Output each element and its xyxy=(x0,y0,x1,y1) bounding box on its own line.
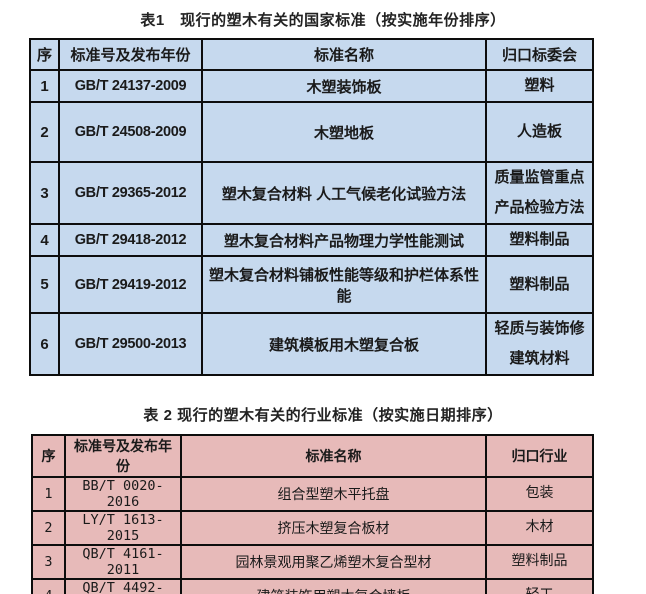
standard-name-cell: 建筑装饰用塑木复合墙板 xyxy=(180,578,487,594)
standard-name-cell: 塑木复合材料 人工气候老化试验方法 xyxy=(201,161,487,225)
committee-cell: 塑料制品 xyxy=(485,223,594,257)
table1-row: 6 GB/T 29500-2013 建筑模板用木塑复合板 轻质与装饰修 建筑材料 xyxy=(29,312,594,376)
table1-row: 2 GB/T 24508-2009 木塑地板 人造板 xyxy=(29,101,594,163)
seq-cell: 3 xyxy=(29,161,60,225)
table1-row: 5 GB/T 29419-2012 塑木复合材料铺板性能等级和护栏体系性能 塑料… xyxy=(29,255,594,314)
standard-code-cell: QB/T 4161-2011 xyxy=(64,544,182,580)
table2-col-header-industry: 归口行业 xyxy=(485,434,594,478)
committee-cell: 塑料制品 xyxy=(485,255,594,314)
table2-row: 4 QB/T 4492-2013 建筑装饰用塑木复合墙板 轻工 xyxy=(31,578,594,594)
table2-row: 3 QB/T 4161-2011 园林景观用聚乙烯塑木复合型材 塑料制品 xyxy=(31,544,594,580)
table1-row: 4 GB/T 29418-2012 塑木复合材料产品物理力学性能测试 塑料制品 xyxy=(29,223,594,257)
table2-row: 2 LY/T 1613-2015 挤压木塑复合板材 木材 xyxy=(31,510,594,546)
standard-name-cell: 园林景观用聚乙烯塑木复合型材 xyxy=(180,544,487,580)
table2-row: 1 BB/T 0020-2016 组合型塑木平托盘 包装 xyxy=(31,476,594,512)
seq-cell: 1 xyxy=(31,476,66,512)
industry-cell: 包装 xyxy=(485,476,594,512)
standard-code-cell: GB/T 29418-2012 xyxy=(58,223,203,257)
standard-code-cell: QB/T 4492-2013 xyxy=(64,578,182,594)
seq-cell: 4 xyxy=(29,223,60,257)
seq-cell: 6 xyxy=(29,312,60,376)
table2-col-header-seq: 序 xyxy=(31,434,66,478)
standard-name-cell: 塑木复合材料铺板性能等级和护栏体系性能 xyxy=(201,255,487,314)
standard-name-cell: 塑木复合材料产品物理力学性能测试 xyxy=(201,223,487,257)
standard-name-cell: 挤压木塑复合板材 xyxy=(180,510,487,546)
committee-cell: 人造板 xyxy=(485,101,594,163)
table1-col-header-committee: 归口标委会 xyxy=(485,38,594,71)
table2-header-row: 序 标准号及发布年份 标准名称 归口行业 xyxy=(31,434,594,478)
committee-cell: 质量监管重点 产品检验方法 xyxy=(485,161,594,225)
committee-cell: 轻质与装饰修 建筑材料 xyxy=(485,312,594,376)
table1-row: 3 GB/T 29365-2012 塑木复合材料 人工气候老化试验方法 质量监管… xyxy=(29,161,594,225)
table1-header-row: 序 标准号及发布年份 标准名称 归口标委会 xyxy=(29,38,594,71)
table2-title: 表 2 现行的塑木有关的行业标准（按实施日期排序） xyxy=(143,407,503,424)
standard-code-cell: GB/T 24508-2009 xyxy=(58,101,203,163)
standard-code-cell: BB/T 0020-2016 xyxy=(64,476,182,512)
industry-cell: 轻工 xyxy=(485,578,594,594)
table1-title: 表1 现行的塑木有关的国家标准（按实施年份排序） xyxy=(140,12,506,29)
industry-cell: 木材 xyxy=(485,510,594,546)
table2-col-header-code: 标准号及发布年份 xyxy=(64,434,182,478)
national-standards-table: 序 标准号及发布年份 标准名称 归口标委会 1 GB/T 24137-2009 … xyxy=(29,38,594,376)
standard-name-cell: 木塑装饰板 xyxy=(201,69,487,103)
seq-cell: 4 xyxy=(31,578,66,594)
seq-cell: 2 xyxy=(29,101,60,163)
seq-cell: 1 xyxy=(29,69,60,103)
table1-col-header-name: 标准名称 xyxy=(201,38,487,71)
standard-name-cell: 建筑模板用木塑复合板 xyxy=(201,312,487,376)
industry-cell: 塑料制品 xyxy=(485,544,594,580)
standard-code-cell: GB/T 29365-2012 xyxy=(58,161,203,225)
standard-code-cell: GB/T 29500-2013 xyxy=(58,312,203,376)
standard-code-cell: LY/T 1613-2015 xyxy=(64,510,182,546)
standard-name-cell: 组合型塑木平托盘 xyxy=(180,476,487,512)
table2-col-header-name: 标准名称 xyxy=(180,434,487,478)
seq-cell: 3 xyxy=(31,544,66,580)
standard-code-cell: GB/T 29419-2012 xyxy=(58,255,203,314)
seq-cell: 5 xyxy=(29,255,60,314)
table1-col-header-seq: 序 xyxy=(29,38,60,71)
standard-name-cell: 木塑地板 xyxy=(201,101,487,163)
table1-row: 1 GB/T 24137-2009 木塑装饰板 塑料 xyxy=(29,69,594,103)
industry-standards-table: 序 标准号及发布年份 标准名称 归口行业 1 BB/T 0020-2016 组合… xyxy=(31,434,594,594)
standard-code-cell: GB/T 24137-2009 xyxy=(58,69,203,103)
seq-cell: 2 xyxy=(31,510,66,546)
table1-col-header-code: 标准号及发布年份 xyxy=(58,38,203,71)
committee-cell: 塑料 xyxy=(485,69,594,103)
